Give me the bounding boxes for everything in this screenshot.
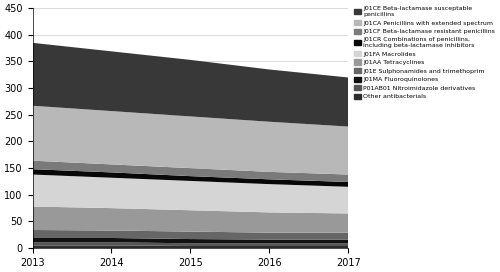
Legend: J01CE Beta-lactamase susceptable
penicillins, J01CA Penicillins with extended sp: J01CE Beta-lactamase susceptable penicil… — [354, 7, 495, 99]
